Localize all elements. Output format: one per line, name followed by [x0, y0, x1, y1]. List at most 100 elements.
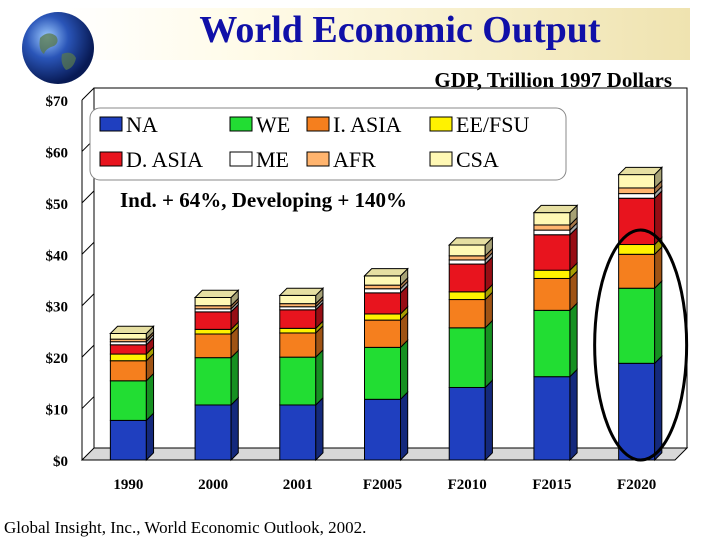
- legend-entry: NA: [99, 112, 158, 137]
- bar-segment: [533, 309, 571, 378]
- bar-segment: [109, 344, 147, 355]
- bar-segment: [448, 327, 486, 388]
- bar-stack-F2010: [448, 236, 494, 462]
- bar-segment: [533, 234, 571, 271]
- legend-label: EE/FSU: [456, 112, 529, 137]
- legend-label: AFR: [333, 147, 376, 172]
- bar-segment: [364, 346, 401, 400]
- bar-top: [363, 268, 409, 277]
- y-tick-label: $30: [46, 300, 69, 316]
- y-tick-label: $0: [53, 454, 68, 470]
- legend-entry: AFR: [306, 147, 376, 172]
- tick-labels: $0 $10 $20 $30 $40 $50 $60 $70 1990 2000 2001 F2005…: [46, 94, 657, 493]
- legend-swatch: [306, 116, 330, 132]
- legend-swatch: [429, 151, 453, 167]
- bar-segment: [533, 376, 571, 461]
- title-banner: [60, 8, 690, 60]
- bar-segment-side: [145, 372, 155, 422]
- bar-segment: [618, 193, 656, 199]
- bar-segment: [194, 357, 232, 406]
- bar-segment: [279, 294, 317, 305]
- bar-stack-F2020: [617, 166, 664, 462]
- bar-segment: [618, 174, 656, 189]
- legend-entry: WE: [229, 112, 290, 137]
- bar-segment-side: [569, 301, 578, 378]
- bar-segment: [448, 291, 486, 301]
- bar-top: [193, 289, 240, 298]
- bar-segment: [364, 275, 401, 286]
- bars: [109, 166, 664, 462]
- legend-swatch: [229, 151, 253, 167]
- legend: NA WE I. ASIA EE/FSU D. ASIA ME AFR CSA: [89, 107, 567, 181]
- bar-segment: [194, 296, 232, 307]
- bar-stack-2001: [278, 287, 325, 462]
- x-tick-label: F2010: [448, 477, 487, 493]
- bar-segment: [618, 287, 656, 364]
- bar-segment: [533, 229, 571, 236]
- bar-segment-side: [484, 319, 493, 389]
- bar-segment: [194, 311, 232, 330]
- legend-entry: I. ASIA: [306, 112, 402, 137]
- x-tick-label: 2001: [283, 477, 313, 493]
- bar-segment: [364, 288, 401, 294]
- bar-top: [278, 287, 325, 296]
- bar-segment-side: [145, 411, 155, 462]
- y-tick-label: $50: [46, 197, 69, 213]
- bar-segment: [364, 292, 401, 315]
- bar-segment: [109, 360, 147, 382]
- bar-segment-side: [230, 396, 239, 462]
- legend-swatch: [99, 151, 123, 167]
- bar-stack-1990: [109, 325, 155, 462]
- bar-segment: [448, 299, 486, 329]
- bar-segment: [279, 404, 317, 461]
- bar-segment: [279, 332, 317, 358]
- y-tick-label: $40: [46, 248, 69, 264]
- bar-segment: [448, 244, 486, 257]
- bar-segment: [448, 259, 486, 265]
- bar-segment: [364, 398, 401, 461]
- chart-title: World Economic Output: [199, 9, 601, 51]
- bar-segment: [364, 284, 401, 290]
- bar-segment: [448, 263, 486, 293]
- bar-segment: [279, 327, 317, 334]
- bar-top: [617, 166, 664, 176]
- bar-segment: [533, 277, 571, 311]
- y-tick-label: $10: [46, 403, 69, 419]
- bar-segment: [194, 328, 232, 335]
- bar-segment-side: [654, 354, 663, 462]
- x-tick-label: 1990: [113, 477, 143, 493]
- legend-swatch: [306, 151, 330, 167]
- bar-stack-2000: [193, 289, 240, 462]
- legend-entry: ME: [229, 147, 289, 172]
- y-tick-label: $70: [46, 94, 69, 110]
- bar-segment-side: [400, 390, 409, 462]
- legend-entry: EE/FSU: [429, 112, 529, 137]
- legend-swatch: [99, 116, 123, 132]
- bar-segment-side: [315, 396, 324, 462]
- bar-segment: [618, 253, 656, 289]
- bar-segment: [279, 356, 317, 406]
- legend-swatch: [229, 116, 253, 132]
- source-note: Global Insight, Inc., World Economic Out…: [4, 518, 367, 537]
- legend-label: ME: [256, 147, 289, 172]
- bar-stack-F2015: [532, 204, 579, 462]
- legend-entry: CSA: [429, 147, 499, 172]
- bar-top: [448, 237, 494, 246]
- x-tick-label: F2005: [363, 477, 402, 493]
- legend-label: NA: [126, 112, 158, 137]
- bar-top: [109, 325, 155, 334]
- chart-annotation: Ind. + 64%, Developing + 140%: [120, 188, 407, 212]
- bar-segment: [618, 187, 656, 195]
- bar-segment: [279, 309, 317, 329]
- bar-segment: [533, 224, 571, 231]
- bar-segment-side: [569, 368, 578, 462]
- bar-segment-side: [654, 279, 663, 365]
- legend-label: WE: [256, 112, 290, 137]
- bar-segment: [109, 332, 147, 340]
- chart-subtitle: GDP, Trillion 1997 Dollars: [434, 68, 672, 92]
- bar-segment: [364, 313, 401, 321]
- bar-segment: [364, 319, 401, 348]
- y-tick-label: $20: [46, 351, 69, 367]
- legend-label: D. ASIA: [126, 147, 203, 172]
